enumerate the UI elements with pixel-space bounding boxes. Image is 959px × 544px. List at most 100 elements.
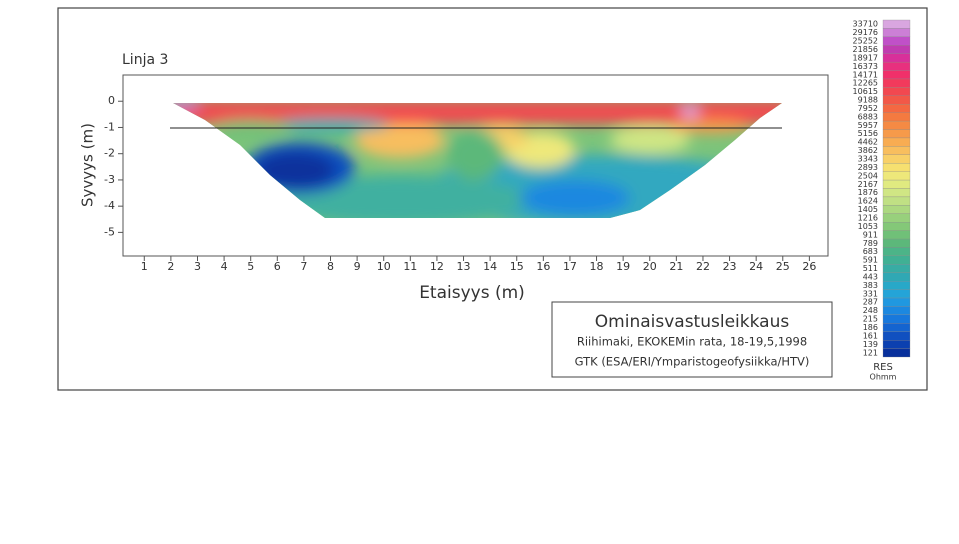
colorbar-cell [882, 196, 911, 206]
x-tick-label: 14 [483, 260, 497, 273]
colorbar-cell [882, 120, 911, 130]
colorbar-label: 2893 [858, 163, 878, 172]
colorbar-label: 383 [863, 281, 878, 290]
colorbar-label: 1053 [858, 222, 878, 231]
colorbar-cell [882, 238, 911, 248]
colorbar-cell [882, 331, 911, 341]
colorbar-cell [882, 188, 911, 198]
colorbar-label: 14171 [853, 70, 878, 79]
colorbar-label: 33710 [853, 20, 878, 29]
legend-box [551, 301, 833, 378]
colorbar-label: 3862 [858, 146, 878, 155]
x-tick-label: 19 [616, 260, 630, 273]
colorbar-label: 7952 [858, 104, 878, 113]
colorbar-label: 4462 [858, 138, 878, 147]
colorbar-label: 121 [863, 348, 878, 357]
colorbar-label: 2167 [858, 180, 878, 189]
chart-title: Linja 3 [122, 52, 168, 68]
colorbar-cell [882, 281, 911, 290]
x-tick-label: 6 [274, 260, 281, 273]
y-tick-label: -2 [104, 147, 115, 160]
colorbar-cell [882, 95, 911, 105]
colorbar-cell [882, 87, 911, 96]
colorbar-label: 3343 [858, 155, 878, 164]
y-tick-label: -3 [104, 173, 115, 186]
colorbar-label: 139 [863, 340, 878, 349]
x-tick-label: 17 [563, 260, 577, 273]
colorbar-cell [882, 53, 911, 63]
colorbar-label: 789 [863, 239, 878, 248]
x-tick-label: 16 [536, 260, 550, 273]
colorbar-cell [882, 247, 911, 257]
x-tick-label: 15 [510, 260, 524, 273]
colorbar-cell [882, 137, 911, 147]
colorbar-cell [882, 146, 911, 155]
colorbar-cell [882, 112, 911, 122]
colorbar-label: 186 [863, 323, 878, 332]
legend-line: GTK (ESA/ERI/Ymparistogeofysiikka/HTV) [575, 355, 810, 369]
x-tick-label: 5 [247, 260, 254, 273]
colorbar-cell [882, 28, 911, 37]
colorbar-title: RES [873, 362, 893, 373]
x-tick-label: 25 [776, 260, 790, 273]
colorbar-label: 5957 [858, 121, 878, 130]
x-tick-label: 22 [696, 260, 710, 273]
colorbar-label: 1216 [858, 213, 878, 222]
x-tick-label: 12 [430, 260, 444, 273]
x-tick-label: 8 [327, 260, 334, 273]
colorbar-cell [882, 297, 911, 307]
colorbar-label: 25252 [853, 37, 878, 46]
colorbar-label: 21856 [853, 45, 878, 54]
colorbar-label: 6883 [858, 112, 878, 121]
x-tick-label: 11 [403, 260, 417, 273]
colorbar-label: 18917 [853, 53, 878, 62]
colorbar-label: 215 [863, 315, 878, 324]
colorbar-cell [882, 36, 911, 46]
colorbar-label: 10615 [853, 87, 878, 96]
colorbar-cell [882, 339, 911, 349]
x-tick-label: 24 [749, 260, 763, 273]
colorbar-label: 9188 [858, 96, 878, 105]
y-tick-label: -4 [104, 199, 115, 212]
colorbar-cell [882, 213, 911, 223]
colorbar-label: 1624 [858, 197, 878, 206]
y-axis-label: Syvyys (m) [79, 123, 97, 207]
colorbar-cell [882, 171, 911, 181]
colorbar-label: 1876 [858, 188, 878, 197]
x-tick-label: 4 [221, 260, 228, 273]
colorbar-cell [882, 272, 911, 282]
y-tick-label: -1 [104, 120, 115, 133]
colorbar-label: 5156 [858, 129, 878, 138]
colorbar-label: 1405 [858, 205, 878, 214]
colorbar-cell [882, 348, 911, 358]
x-tick-label: 7 [300, 260, 307, 273]
colorbar-cell [882, 19, 911, 29]
x-tick-label: 2 [167, 260, 174, 273]
colorbar-cell [882, 78, 911, 88]
y-tick-label: -5 [104, 225, 115, 238]
colorbar-cell [882, 323, 911, 332]
x-tick-label: 20 [643, 260, 657, 273]
colorbar-label: 161 [863, 331, 878, 340]
colorbar-cell [882, 45, 911, 54]
colorbar-label: 12265 [853, 79, 878, 88]
x-tick-label: 1 [141, 260, 148, 273]
x-tick-label: 13 [457, 260, 471, 273]
section [173, 103, 782, 218]
y-tick-label: 0 [108, 94, 115, 107]
colorbar-label: 683 [863, 247, 878, 256]
colorbar-cell [882, 230, 911, 240]
colorbar-cell [882, 222, 911, 231]
colorbar-cell [882, 179, 911, 189]
x-tick-label: 23 [723, 260, 737, 273]
colorbar-cell [882, 163, 911, 172]
colorbar-cell [882, 314, 911, 324]
colorbar-label: 287 [863, 298, 878, 307]
colorbar-cell [882, 70, 911, 80]
x-tick-label: 21 [669, 260, 683, 273]
legend-title: Ominaisvastusleikkaus [595, 312, 790, 332]
x-tick-label: 10 [377, 260, 391, 273]
colorbar-label: 331 [863, 289, 878, 298]
